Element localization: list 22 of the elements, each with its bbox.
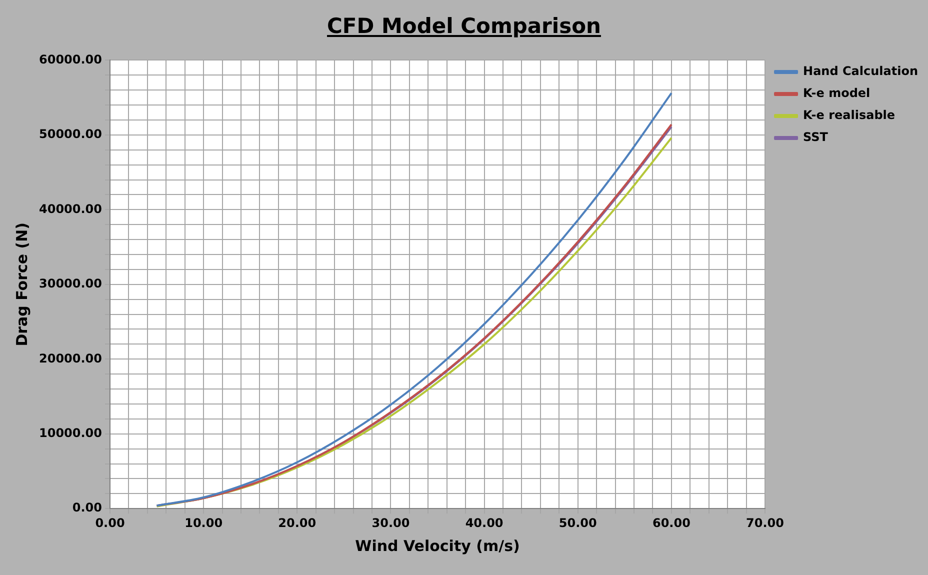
y-tick-label: 40000.00 [38,202,102,216]
x-tick-label: 10.00 [184,516,223,530]
x-tick-label: 30.00 [372,516,410,530]
y-tick-label: 20000.00 [38,351,102,366]
chart-title: CFD Model Comparison [326,14,602,38]
x-tick-label: 70.00 [746,516,784,530]
legend-label: K-e realisable [803,108,896,122]
x-tick-label: 20.00 [278,516,316,530]
x-tick-label: 60.00 [652,516,690,530]
y-tick-label: 30000.00 [38,276,102,291]
legend-label: K-e model [803,86,870,100]
x-tick-label: 40.00 [465,516,504,530]
y-tick-label: 10000.00 [38,426,102,440]
legend-label: SST [803,130,829,144]
legend-label: Hand Calculation [803,64,918,78]
y-axis-title: Drag Force (N) [12,222,31,346]
x-tick-label: 50.00 [558,516,597,530]
y-tick-label: 50000.00 [38,127,102,142]
y-tick-label: 0.00 [72,500,102,515]
y-tick-label: 60000.00 [38,52,102,66]
x-axis-title: Wind Velocity (m/s) [355,536,520,555]
x-tick-label: 0.00 [95,516,125,530]
